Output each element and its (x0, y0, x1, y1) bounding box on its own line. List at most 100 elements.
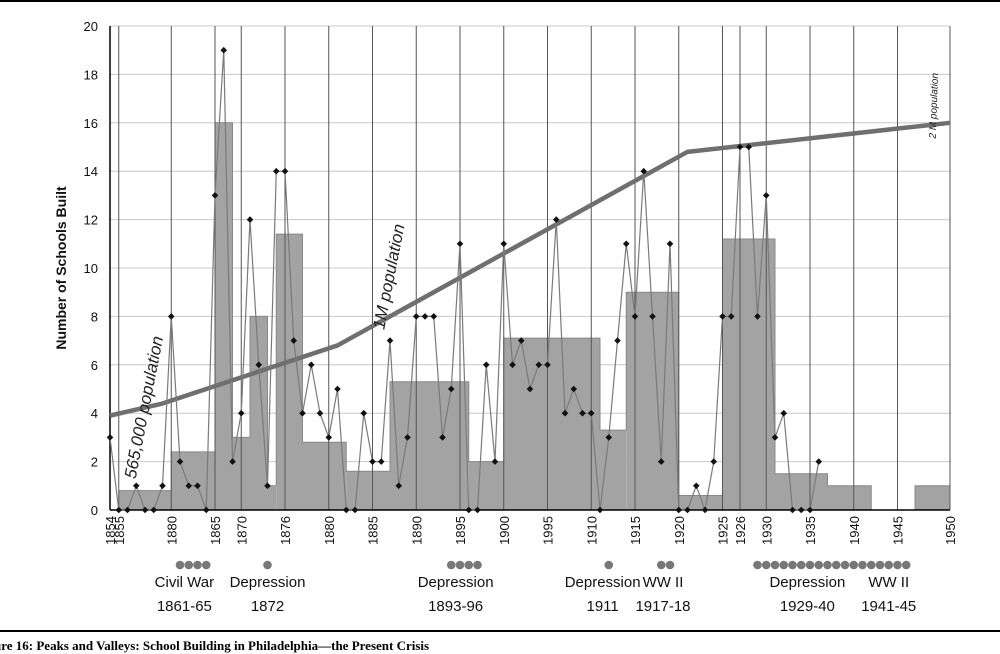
data-point-marker (535, 361, 543, 369)
data-point-marker (719, 313, 726, 320)
data-point-marker (456, 240, 464, 248)
x-tick-label: 1925 (716, 516, 731, 545)
x-tick-label: 1870 (234, 516, 249, 545)
annual-schools-line (109, 50, 820, 513)
period-bar (302, 442, 347, 510)
data-point-marker (255, 361, 263, 369)
event-years: 1893-96 (428, 598, 483, 615)
data-point-marker (692, 482, 700, 490)
x-tick-label: 1926 (733, 516, 748, 545)
data-point-marker (745, 143, 753, 151)
data-point-marker (325, 434, 333, 441)
data-point-marker (150, 506, 158, 514)
x-tick-label: 1935 (803, 516, 818, 545)
figure-caption: ure 16: Peaks and Valleys: School Buildi… (0, 638, 430, 653)
population-annotation: 2 M population (928, 72, 941, 139)
x-tick-label: 1880 (164, 516, 179, 545)
data-point-marker (727, 313, 735, 320)
data-point-marker (264, 482, 271, 490)
event-dot (665, 560, 675, 570)
event-years: 1941-45 (861, 598, 916, 615)
data-point-marker (194, 482, 201, 490)
period-bar (267, 485, 277, 510)
data-point-marker (369, 458, 376, 465)
data-point-marker (377, 458, 385, 465)
x-tick-label: 1865 (208, 516, 223, 545)
data-point-marker (281, 167, 289, 175)
event-dot (901, 560, 911, 570)
y-tick-label: 12 (84, 213, 98, 228)
x-tick-label: 1900 (497, 516, 512, 545)
data-point-marker (771, 434, 779, 441)
y-tick-label: 14 (84, 164, 98, 179)
event-dot (823, 560, 832, 570)
y-tick-label: 10 (84, 261, 98, 276)
event-dot (753, 560, 762, 570)
data-point-marker (701, 506, 709, 514)
x-tick-label: 1855 (112, 516, 127, 545)
y-tick-label: 0 (91, 503, 98, 518)
data-point-marker (605, 434, 613, 441)
period-bar (722, 238, 775, 510)
y-tick-label: 2 (91, 455, 98, 470)
data-point-marker (762, 192, 770, 199)
data-point-marker (666, 240, 674, 248)
y-tick-label: 8 (91, 309, 98, 324)
event-label: Depression (418, 574, 494, 591)
data-point-marker (675, 506, 683, 514)
data-point-marker (561, 409, 569, 417)
data-point-marker (159, 482, 166, 490)
period-bar (775, 473, 828, 510)
data-point-marker (474, 506, 481, 514)
period-bar (250, 316, 268, 510)
data-point-marker (649, 313, 656, 320)
event-dot (884, 560, 894, 570)
event-dot (770, 560, 780, 570)
event-label: Depression (230, 574, 306, 591)
period-bar (827, 485, 872, 510)
event-label: WW II (868, 574, 909, 591)
x-tick-label: 1915 (628, 516, 643, 545)
x-tick-label: 1910 (584, 516, 599, 545)
event-dot (175, 560, 185, 570)
event-years: 1911 (586, 598, 618, 615)
data-point-marker (202, 506, 210, 514)
data-point-marker (710, 458, 718, 465)
event-years: 1861-65 (157, 598, 212, 615)
data-point-marker (124, 506, 131, 514)
data-point-marker (789, 506, 796, 514)
event-dot (656, 560, 666, 570)
period-bar (118, 490, 172, 510)
data-point-marker (167, 313, 175, 320)
data-point-marker (176, 458, 184, 465)
data-point-marker (640, 167, 648, 175)
data-point-marker (657, 458, 665, 465)
data-point-marker (272, 167, 280, 175)
event-dot (779, 560, 789, 570)
y-tick-label: 18 (84, 67, 98, 82)
period-bar (346, 471, 390, 510)
event-dot (464, 560, 474, 570)
event-dot (805, 560, 815, 570)
data-point-marker (430, 313, 438, 320)
top-border (0, 0, 1000, 2)
period-bar (678, 495, 723, 510)
event-dot (455, 560, 465, 570)
data-point-marker (815, 458, 823, 465)
event-dot (875, 560, 885, 570)
x-tick-label: 1920 (672, 516, 687, 545)
x-tick-label: 1885 (366, 516, 381, 545)
data-point-marker (780, 409, 788, 417)
event-years: 1917-18 (635, 598, 690, 615)
event-label: Civil War (155, 574, 214, 591)
event-dot (473, 560, 482, 570)
x-tick-label: 1945 (891, 516, 906, 545)
data-point-marker (351, 506, 359, 514)
data-point-marker (412, 313, 420, 320)
event-years: 1872 (251, 598, 284, 615)
data-point-marker (115, 506, 123, 514)
period-bar (468, 461, 504, 510)
data-point-marker (622, 240, 630, 248)
event-dot (263, 560, 272, 570)
event-dot (193, 560, 202, 570)
